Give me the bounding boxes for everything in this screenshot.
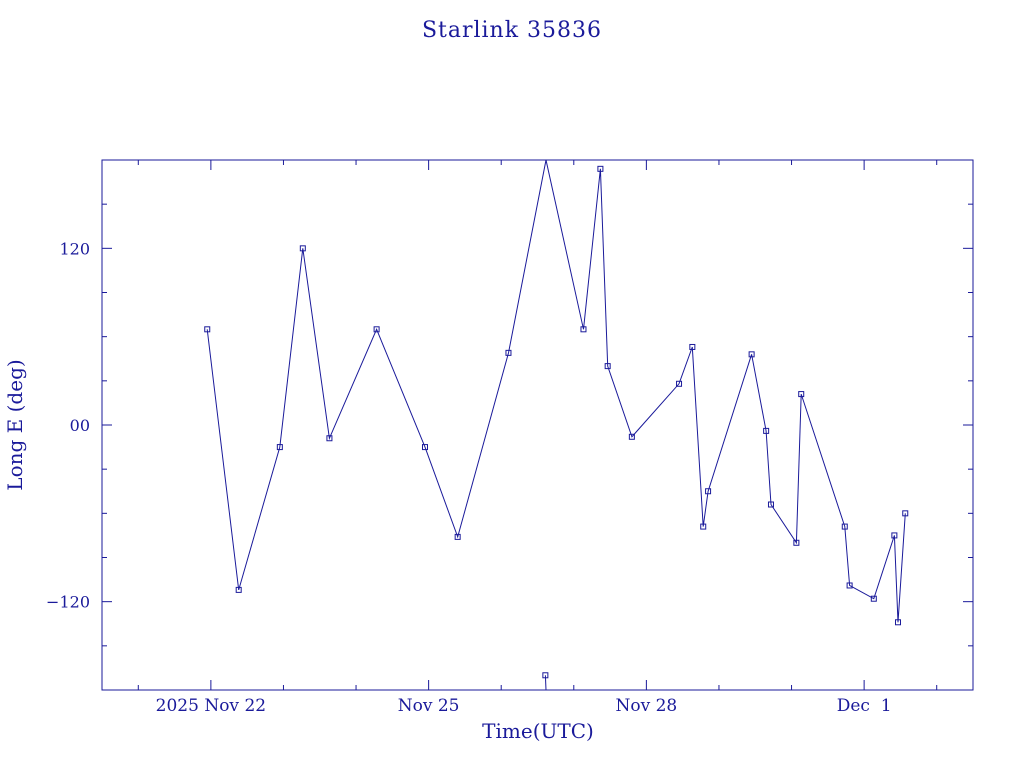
x-tick-label: Dec 1	[837, 696, 892, 716]
y-axis-label: Long E (deg)	[3, 359, 27, 490]
x-tick-label: Nov 28	[616, 696, 678, 716]
data-point	[902, 510, 909, 517]
x-tick-label: Nov 25	[398, 696, 460, 716]
series-line	[206, 159, 906, 623]
data-point	[299, 245, 306, 252]
data-point	[870, 595, 877, 602]
data-point	[676, 380, 683, 387]
data-point	[891, 532, 898, 539]
data-point	[841, 523, 848, 530]
x-tick-labels: 2025 Nov 22 Nov 25 Nov 28 Dec 1	[156, 696, 892, 716]
data-point	[505, 349, 512, 356]
data-point	[793, 539, 800, 546]
y-tick-labels: 120 00 −120	[46, 239, 90, 611]
data-point	[767, 501, 774, 508]
data-point	[798, 391, 805, 398]
data-point	[604, 363, 611, 370]
data-point	[373, 326, 380, 333]
data-point	[542, 672, 549, 679]
data-point	[628, 433, 635, 440]
data-point	[894, 619, 901, 626]
data-point	[689, 343, 696, 350]
data-point	[748, 351, 755, 358]
data-point	[326, 435, 333, 442]
data-point	[454, 533, 461, 540]
data-point	[846, 582, 853, 589]
data-point	[276, 444, 283, 451]
data-point	[763, 427, 770, 434]
x-axis-label: Time(UTC)	[482, 719, 594, 743]
data-point	[700, 523, 707, 530]
y-tick-label: 120	[59, 239, 90, 258]
data-point	[597, 165, 604, 172]
y-tick-label: −120	[46, 593, 90, 612]
x-tick-label: 2025 Nov 22	[156, 696, 266, 716]
data-point	[235, 586, 242, 593]
data-point	[204, 326, 211, 333]
series-layer	[204, 159, 909, 691]
chart-title: Starlink 35836	[422, 18, 602, 43]
plot-frame	[101, 159, 974, 691]
data-point	[580, 326, 587, 333]
y-tick-label: 00	[70, 416, 90, 435]
data-point	[421, 444, 428, 451]
data-point	[705, 488, 712, 495]
axis-ticks	[102, 159, 973, 690]
